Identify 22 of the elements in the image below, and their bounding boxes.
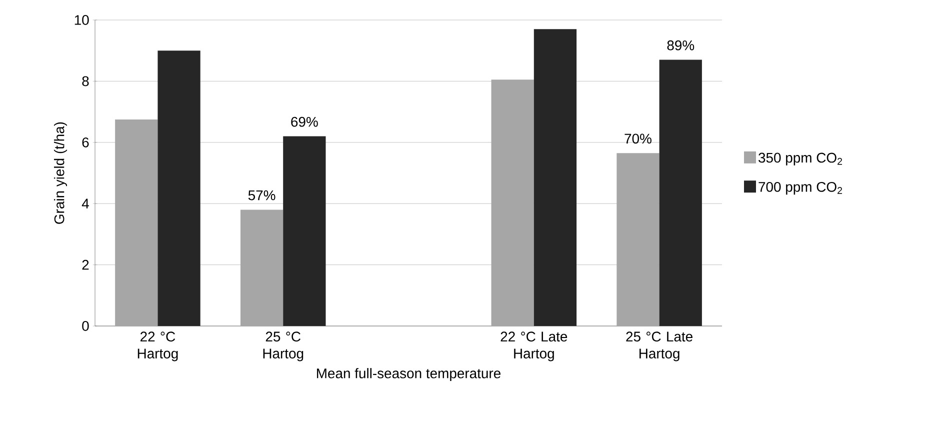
annotation: 57% xyxy=(248,190,276,200)
legend-label: 350 ppm CO$_{2}$ xyxy=(758,152,842,166)
y-tick-label: 0 xyxy=(82,321,89,331)
annotation: 69% xyxy=(291,116,318,127)
y-tick-label: 2 xyxy=(82,260,89,270)
bar xyxy=(283,136,326,326)
y-tick-label: 4 xyxy=(82,198,89,208)
legend-label: 700 ppm CO$_{2}$ xyxy=(758,182,842,195)
x-tick-label: 22 °C Hartog xyxy=(138,332,178,362)
y-axis-title: Grain yield (t/ha) xyxy=(54,122,67,224)
x-tick-label: 22 °C Late Hartog xyxy=(500,332,568,362)
y-tick-label: 10 xyxy=(74,15,89,25)
x-tick-label: 25 °C Hartog xyxy=(263,332,304,362)
bar xyxy=(158,50,200,326)
annotation: 70% xyxy=(624,134,652,144)
x-axis-title: Mean full-season temperature xyxy=(317,368,500,382)
bar xyxy=(659,60,702,326)
x-tick-label: 25 °C Late Hartog xyxy=(626,332,692,362)
y-tick-label: 8 xyxy=(82,76,89,86)
y-tick-label: 6 xyxy=(82,137,89,148)
bar xyxy=(534,29,577,326)
annotation: 89% xyxy=(667,40,694,50)
